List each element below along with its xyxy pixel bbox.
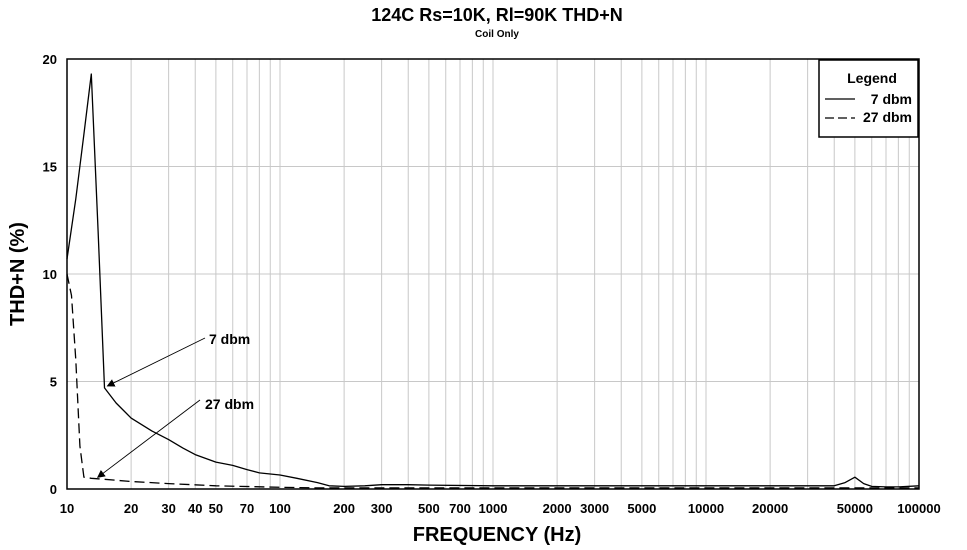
x-tick-label: 10000 — [688, 501, 724, 516]
legend-title: Legend — [847, 70, 897, 86]
plot-frame — [66, 58, 920, 490]
x-tick-label: 40 — [188, 501, 202, 516]
x-tick-label: 300 — [371, 501, 393, 516]
x-axis-label: FREQUENCY (Hz) — [413, 524, 582, 546]
y-tick-label: 0 — [50, 482, 57, 497]
x-tick-label: 30 — [161, 501, 175, 516]
y-tick-label: 15 — [43, 160, 57, 175]
y-tick-label: 10 — [43, 267, 57, 282]
annotation-label-7dbm: 7 dbm — [209, 331, 250, 347]
x-tick-label: 500 — [418, 501, 440, 516]
x-tick-label: 1000 — [479, 501, 508, 516]
y-tick-label: 5 — [50, 375, 57, 390]
annotation-arrow-7dbm — [106, 337, 206, 387]
x-tick-label: 5000 — [627, 501, 656, 516]
series-line-27-dbm — [66, 273, 919, 489]
x-tick-label: 20000 — [752, 501, 788, 516]
y-axis-label: THD+N (%) — [7, 222, 29, 326]
x-tick-label: 100000 — [897, 501, 940, 516]
x-tick-label: 70 — [240, 501, 254, 516]
x-tick-labels: 10 20 30 40 50 70 100 200 300 500 700 1000 2000 3000 5… — [60, 501, 941, 516]
annotation-label-27dbm: 27 dbm — [205, 396, 254, 412]
grid — [67, 59, 919, 489]
x-tick-label: 2000 — [543, 501, 572, 516]
legend-label-7dbm: 7 dbm — [871, 91, 912, 107]
x-tick-label: 200 — [333, 501, 355, 516]
chart-title: 124C Rs=10K, Rl=90K THD+N — [371, 5, 623, 25]
annotation-arrow-27dbm — [96, 399, 201, 478]
annotation-27dbm: 27 dbm — [96, 396, 254, 478]
x-tick-label: 10 — [60, 501, 74, 516]
y-tick-label: 20 — [43, 52, 57, 67]
annotation-7dbm: 7 dbm — [106, 331, 250, 387]
x-tick-label: 700 — [449, 501, 471, 516]
legend: Legend 7 dbm 27 dbm — [818, 59, 919, 138]
x-tick-label: 50 — [209, 501, 223, 516]
y-tick-labels: 0 5 10 15 20 — [43, 52, 57, 497]
x-tick-label: 50000 — [837, 501, 873, 516]
series-line-7-dbm — [66, 73, 920, 488]
chart-subtitle: Coil Only — [475, 29, 519, 40]
legend-label-27dbm: 27 dbm — [863, 109, 912, 125]
x-tick-label: 3000 — [580, 501, 609, 516]
series-lines — [66, 73, 920, 489]
x-tick-label: 20 — [124, 501, 138, 516]
x-tick-label: 100 — [269, 501, 291, 516]
